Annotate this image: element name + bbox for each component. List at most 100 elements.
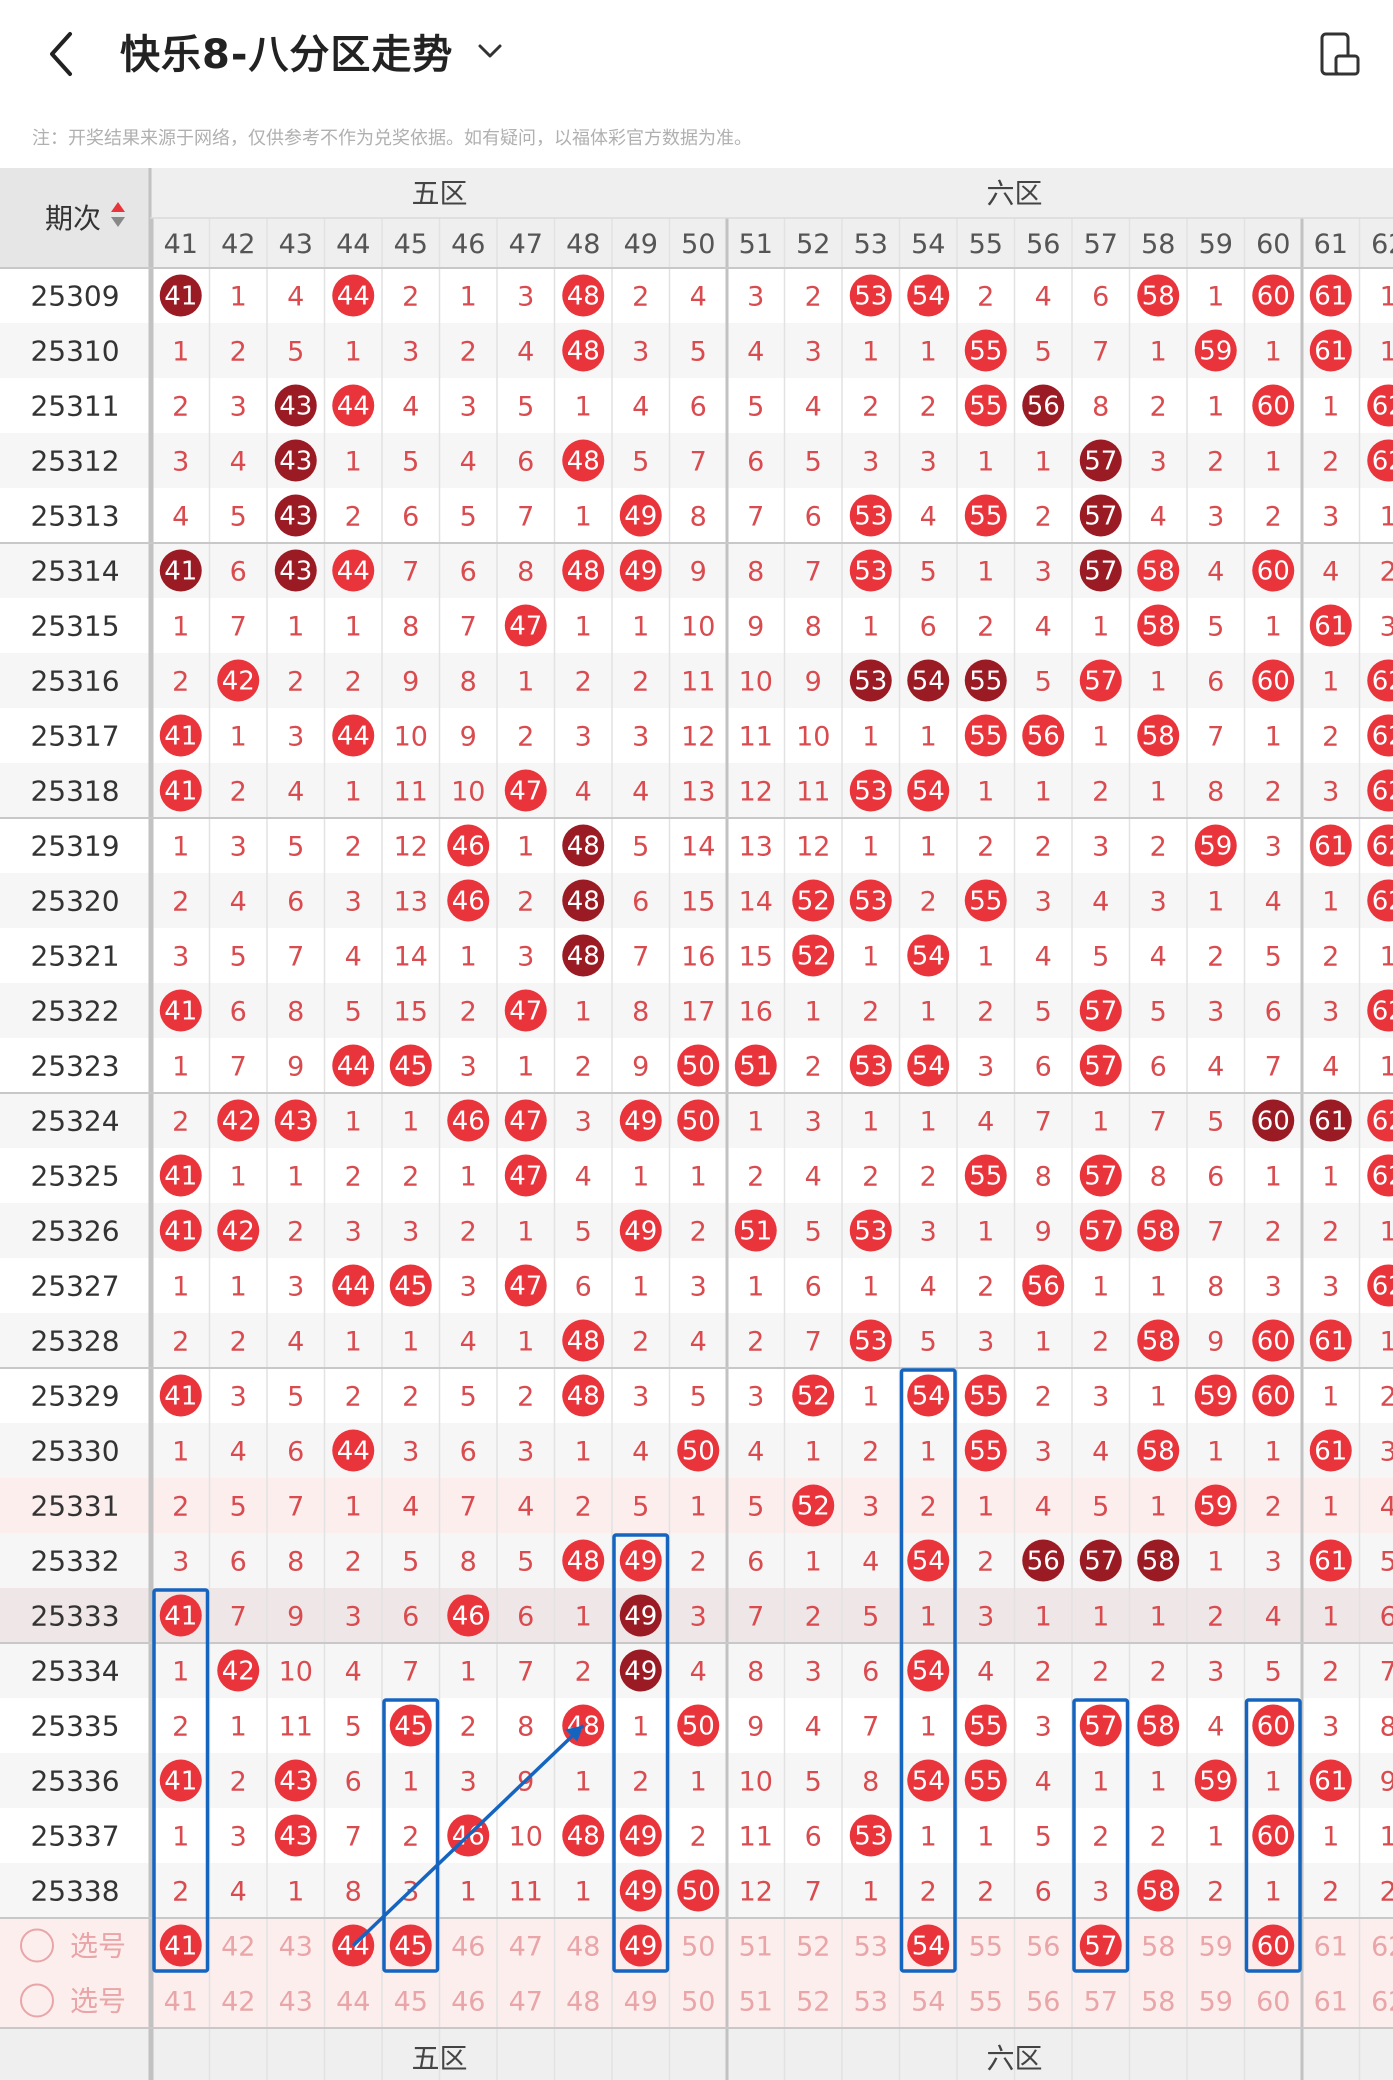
hit-number: 42	[222, 1107, 255, 1137]
select-number[interactable]: 55	[969, 1932, 1003, 1963]
select-number[interactable]: 58	[1141, 1932, 1175, 1963]
select-number[interactable]: 43	[279, 1932, 313, 1963]
title-dropdown-button[interactable]	[470, 30, 510, 74]
miss-count: 2	[402, 282, 419, 313]
select-number[interactable]: 48	[566, 1932, 600, 1963]
select-number[interactable]: 46	[451, 1987, 485, 2018]
miss-count: 2	[172, 1327, 189, 1358]
select-number[interactable]: 42	[221, 1987, 255, 2018]
picked-number[interactable]: 57	[1084, 1932, 1117, 1962]
picked-number[interactable]: 49	[624, 1932, 657, 1962]
select-number[interactable]: 57	[1084, 1987, 1118, 2018]
miss-count: 1	[1035, 1602, 1052, 1633]
hit-ball	[619, 1539, 662, 1582]
hit-ball	[1194, 824, 1237, 867]
hit-number: 49	[624, 1822, 657, 1852]
rotate-screen-button[interactable]	[1318, 28, 1362, 80]
miss-count: 7	[805, 1327, 822, 1358]
select-number[interactable]: 52	[796, 1932, 830, 1963]
miss-count: 1	[1092, 1107, 1109, 1138]
select-number[interactable]: 53	[854, 1987, 888, 2018]
miss-count: 3	[632, 337, 649, 368]
hit-ball	[562, 1814, 605, 1857]
hit-number: 51	[739, 1052, 772, 1082]
select-number[interactable]: 51	[739, 1932, 773, 1963]
miss-count: 1	[690, 1492, 707, 1523]
miss-count: 2	[1265, 777, 1282, 808]
select-number[interactable]: 42	[221, 1932, 255, 1963]
select-number[interactable]: 53	[854, 1932, 888, 1963]
disclaimer-notice: 注：开奖结果来源于网络，仅供参考不作为兑奖依据。如有疑问，以福体彩官方数据为准。	[32, 128, 752, 149]
hit-number: 48	[567, 1547, 600, 1577]
hit-ball	[159, 1759, 202, 1802]
select-number[interactable]: 52	[796, 1987, 830, 2018]
hit-ball	[849, 549, 892, 592]
select-number[interactable]: 41	[164, 1987, 198, 2018]
hit-ball	[1309, 1429, 1352, 1472]
select-number[interactable]: 43	[279, 1987, 313, 2018]
miss-count: 7	[517, 502, 534, 533]
picked-ball[interactable]	[907, 1924, 950, 1967]
select-number[interactable]: 55	[969, 1987, 1003, 2018]
picked-ball[interactable]	[389, 1924, 432, 1967]
miss-count: 2	[575, 1492, 592, 1523]
select-label[interactable]: 选号	[70, 1930, 126, 1963]
picked-number[interactable]: 45	[394, 1932, 427, 1962]
hit-ball	[217, 659, 260, 702]
picked-ball[interactable]	[159, 1924, 202, 1967]
select-number[interactable]: 44	[336, 1987, 370, 2018]
select-radio[interactable]	[20, 1983, 54, 2018]
picked-number[interactable]: 60	[1257, 1932, 1290, 1962]
hit-number: 47	[509, 997, 542, 1027]
hit-number: 55	[969, 502, 1002, 532]
hit-number: 49	[624, 502, 657, 532]
miss-count: 1	[575, 502, 592, 533]
picked-number[interactable]: 41	[164, 1932, 197, 1962]
select-number[interactable]: 61	[1314, 1987, 1348, 2018]
hit-number: 61	[1314, 1437, 1347, 1467]
miss-count: 8	[1207, 777, 1224, 808]
select-number[interactable]: 45	[394, 1987, 428, 2018]
select-radio[interactable]	[20, 1928, 54, 1963]
sort-icon[interactable]	[111, 202, 125, 227]
select-number[interactable]: 61	[1314, 1932, 1348, 1963]
hit-number: 43	[279, 392, 312, 422]
select-number[interactable]: 49	[624, 1987, 658, 2018]
select-number[interactable]: 50	[681, 1932, 715, 1963]
select-number[interactable]: 50	[681, 1987, 715, 2018]
miss-count: 7	[1035, 1107, 1052, 1138]
miss-count: 6	[230, 997, 247, 1028]
hit-ball	[1137, 1869, 1180, 1912]
select-number[interactable]: 51	[739, 1987, 773, 2018]
select-number[interactable]: 47	[509, 1932, 543, 1963]
miss-count: 8	[690, 502, 707, 533]
select-number[interactable]: 54	[911, 1987, 945, 2018]
select-number[interactable]: 58	[1141, 1987, 1175, 2018]
miss-count: 3	[345, 887, 362, 918]
hit-number: 62	[1372, 997, 1393, 1027]
select-number[interactable]: 62	[1371, 1932, 1393, 1963]
miss-count: 2	[172, 1877, 189, 1908]
select-number[interactable]: 56	[1026, 1987, 1060, 2018]
select-number[interactable]: 62	[1371, 1987, 1393, 2018]
period-header[interactable]: 期次	[45, 202, 101, 235]
miss-count: 1	[1092, 1767, 1109, 1798]
hit-number: 41	[164, 1162, 197, 1192]
select-label[interactable]: 选号	[70, 1985, 126, 2018]
hit-number: 54	[912, 282, 945, 312]
picked-ball[interactable]	[1079, 1924, 1122, 1967]
back-button[interactable]	[40, 24, 84, 84]
select-number[interactable]: 56	[1026, 1932, 1060, 1963]
miss-count: 1	[517, 1327, 534, 1358]
select-number[interactable]: 46	[451, 1932, 485, 1963]
select-number[interactable]: 60	[1256, 1987, 1290, 2018]
picked-number[interactable]: 54	[912, 1932, 945, 1962]
select-number[interactable]: 59	[1199, 1932, 1233, 1963]
picked-ball[interactable]	[1252, 1924, 1295, 1967]
miss-count: 2	[345, 667, 362, 698]
select-number[interactable]: 48	[566, 1987, 600, 2018]
picked-ball[interactable]	[619, 1924, 662, 1967]
select-number[interactable]: 59	[1199, 1987, 1233, 2018]
miss-count: 1	[920, 722, 937, 753]
select-number[interactable]: 47	[509, 1987, 543, 2018]
